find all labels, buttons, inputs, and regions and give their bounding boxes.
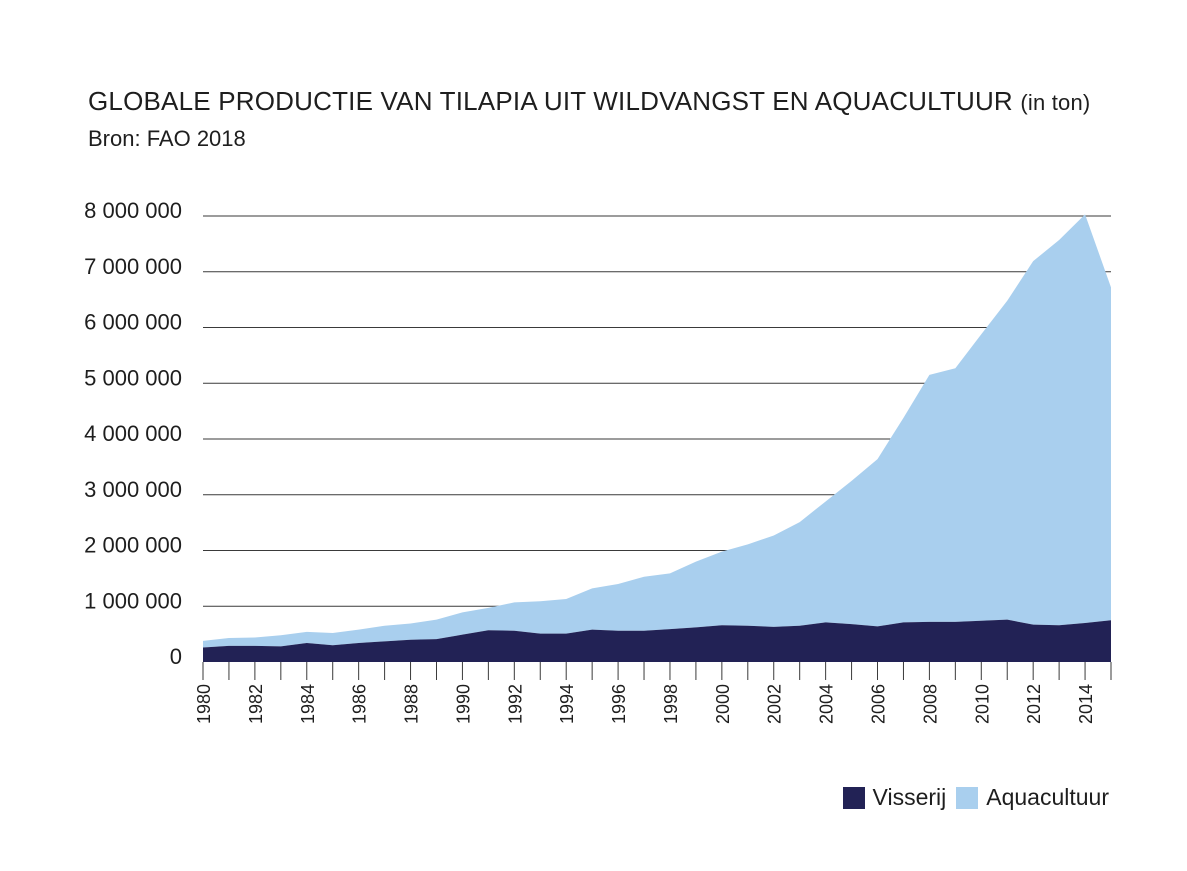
x-tick-label: 2004: [817, 684, 837, 724]
chart-source: Bron: FAO 2018: [88, 126, 246, 151]
x-tick-label: 1998: [661, 684, 681, 724]
y-tick-label: 6 000 000: [84, 310, 182, 335]
area-visserij: [203, 619, 1111, 662]
x-tick-label: 1994: [557, 684, 577, 724]
y-tick-label: 0: [170, 644, 182, 669]
x-axis: 1980 1982 1984 1986 1988 1990 1992 1994 1996 1998…: [194, 662, 1112, 724]
chart-title-text: GLOBALE PRODUCTIE VAN TILAPIA UIT WILDVA…: [88, 86, 1013, 116]
x-tick-label: 1992: [505, 684, 525, 724]
area-series: [203, 214, 1111, 662]
chart-title-unit: (in ton): [1020, 90, 1091, 115]
x-tick-label: 2012: [1024, 684, 1044, 724]
y-tick-label: 4 000 000: [84, 421, 182, 446]
legend-label-visserij: Visserij: [872, 784, 947, 810]
y-tick-label: 8 000 000: [84, 198, 182, 223]
area-aquacultuur: [203, 214, 1111, 648]
legend-item-aquacultuur: Aquacultuur: [956, 784, 1109, 811]
x-tick-label: 2002: [765, 684, 785, 724]
legend-swatch-aquacultuur: [956, 786, 979, 809]
y-tick-label: 5 000 000: [84, 365, 182, 390]
chart-title: GLOBALE PRODUCTIE VAN TILAPIA UIT WILDVA…: [88, 86, 1090, 117]
x-tick-label: 1996: [609, 684, 629, 724]
x-tick-label: 2006: [869, 684, 889, 724]
x-tick-label: 2010: [972, 684, 992, 724]
x-tick-label: 1980: [194, 684, 214, 724]
x-tick-label: 2000: [713, 684, 733, 724]
x-tick-label: 1986: [350, 684, 370, 724]
x-tick-label: 2014: [1076, 684, 1096, 724]
legend-swatch-visserij: [842, 786, 865, 809]
legend: Visserij Aquacultuur: [842, 784, 1109, 811]
legend-item-visserij: Visserij: [842, 784, 947, 811]
x-tick-label: 2008: [920, 684, 940, 724]
x-tick-label: 1990: [453, 684, 473, 724]
y-tick-label: 1 000 000: [84, 588, 182, 613]
y-axis-tick-labels: 0 1 000 000 2 000 000 3 000 000 4 000 000 5 0…: [84, 198, 182, 669]
y-tick-label: 7 000 000: [84, 254, 182, 279]
legend-label-aquacultuur: Aquacultuur: [986, 784, 1109, 810]
y-tick-label: 2 000 000: [84, 533, 182, 558]
x-tick-label: 1982: [246, 684, 266, 724]
x-tick-label: 1984: [298, 684, 318, 724]
x-tick-label: 1988: [402, 684, 422, 724]
y-tick-label: 3 000 000: [84, 477, 182, 502]
